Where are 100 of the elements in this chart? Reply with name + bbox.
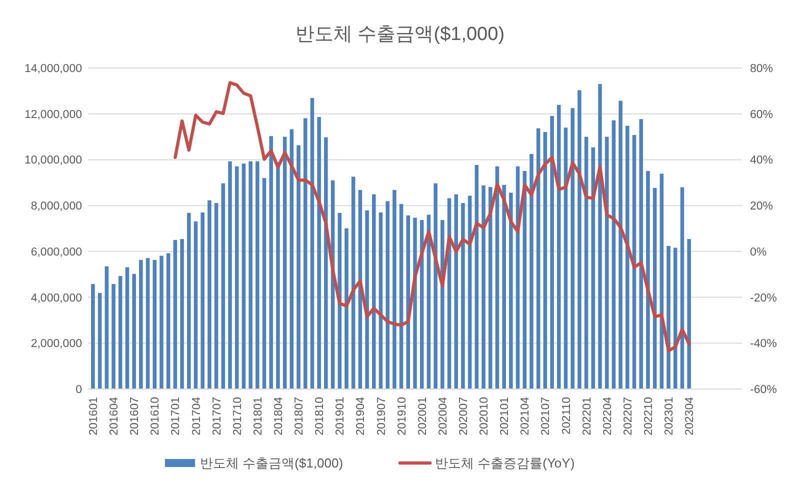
bar: [317, 117, 321, 389]
bar: [112, 284, 116, 389]
bar: [557, 104, 561, 389]
x-tick-label: 202210: [642, 397, 655, 436]
bar: [550, 116, 554, 389]
bar: [639, 119, 643, 389]
x-tick-label: 201801: [252, 397, 264, 436]
line-series: [174, 81, 691, 352]
y2-tick-label: 80%: [750, 63, 774, 76]
bar: [269, 136, 273, 389]
x-tick-label: 202207: [622, 397, 634, 436]
bar: [296, 145, 300, 389]
bar: [399, 204, 404, 389]
x-tick-label: 201707: [211, 397, 224, 436]
x-tick-label: 201904: [355, 396, 368, 436]
bar: [386, 201, 390, 389]
bar: [118, 276, 122, 389]
y2-tick-label: 0%: [750, 246, 767, 258]
bar: [166, 253, 170, 389]
x-tick-label: 202101: [499, 397, 512, 436]
x-tick-label: 201804: [272, 396, 285, 436]
bar: [234, 166, 239, 389]
y-tick-label: 14,000,000: [24, 63, 82, 76]
bar: [290, 129, 294, 389]
y-tick-label: 8,000,000: [30, 200, 82, 213]
x-tick-label: 202001: [416, 397, 429, 436]
bar: [378, 212, 383, 389]
y-tick-label: 4,000,000: [30, 292, 82, 304]
bar: [262, 178, 266, 389]
bar: [578, 90, 582, 389]
y-tick-label: 0: [76, 384, 82, 396]
bar: [310, 98, 314, 389]
bar: [344, 228, 348, 389]
y-tick-label: 2,000,000: [30, 338, 82, 350]
x-tick-label: 202104: [520, 396, 532, 436]
bar: [598, 84, 602, 389]
y2-tick-label: -40%: [750, 338, 777, 350]
bar: [173, 240, 178, 389]
bar: [91, 284, 95, 389]
x-tick-label: 201701: [170, 397, 182, 436]
x-tick-label: 201810: [314, 397, 326, 436]
bar: [488, 187, 492, 389]
bar: [125, 267, 130, 389]
bar: [522, 170, 527, 389]
bar: [673, 248, 678, 389]
bar: [139, 260, 143, 389]
x-tick-label: 201901: [334, 397, 347, 436]
x-tick-label: 202107: [540, 397, 552, 436]
bar: [687, 239, 691, 389]
bar: [351, 176, 356, 389]
bar: [187, 212, 191, 389]
x-tick-label: 202004: [437, 396, 450, 436]
x-tick-label: 202301: [664, 397, 676, 436]
bar: [324, 137, 328, 389]
bar: [256, 161, 260, 389]
bar: [372, 194, 376, 389]
bar: [612, 120, 616, 389]
x-tick-label: 201607: [129, 397, 142, 436]
x-tick-label: 202010: [478, 397, 491, 436]
bar: [564, 128, 568, 389]
x-tick-label: 201604: [108, 396, 121, 436]
bar: [200, 212, 204, 389]
x-tick-label: 202110: [560, 397, 573, 435]
bar: [160, 256, 164, 389]
x-tick-label: 201610: [150, 397, 162, 436]
bar: [646, 170, 650, 389]
bar: [536, 128, 540, 389]
bar: [276, 162, 280, 389]
bar: [194, 221, 198, 389]
bar: [98, 292, 102, 389]
bar: [392, 190, 396, 389]
legend-label: 반도체 수출금액($1,000): [200, 456, 344, 471]
x-tick-label: 201907: [376, 397, 388, 436]
x-tick-label: 201601: [88, 397, 100, 436]
bar: [584, 136, 588, 389]
y-tick-label: 6,000,000: [30, 246, 82, 258]
x-tick-label: 202201: [581, 397, 594, 436]
bar: [434, 183, 438, 389]
bar: [454, 194, 458, 389]
bar: [104, 266, 109, 389]
bar: [132, 274, 136, 389]
bar: [632, 134, 636, 389]
x-tick-label: 201910: [396, 397, 408, 436]
bar: [208, 200, 212, 389]
y-tick-label: 10,000,000: [24, 154, 82, 167]
bar: [338, 212, 342, 389]
bar: [242, 164, 246, 389]
y2-tick-label: -20%: [750, 292, 777, 304]
bar: [282, 136, 287, 389]
bar: [248, 161, 252, 389]
y2-tick-label: -60%: [750, 384, 777, 396]
x-tick-label: 202304: [684, 396, 696, 436]
y2-tick-label: 20%: [750, 200, 774, 213]
bar: [502, 184, 506, 389]
y-tick-label: 12,000,000: [24, 108, 82, 121]
x-tick-label: 201704: [190, 396, 203, 436]
x-tick-label: 201710: [232, 397, 244, 436]
bar: [303, 118, 308, 389]
bar: [618, 100, 622, 389]
bar: [482, 185, 486, 389]
